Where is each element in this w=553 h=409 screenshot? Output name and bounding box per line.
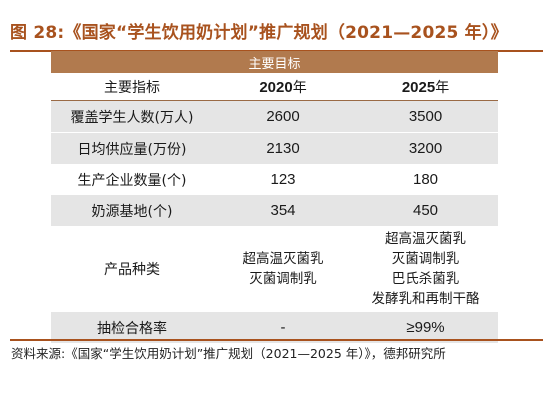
header-2025-num: 2025 — [401, 78, 436, 96]
header-2025: 2025年 — [353, 73, 499, 101]
table-row: 覆盖学生人数(万人) 2600 3500 — [51, 100, 499, 133]
table-row: 日均供应量(万份) 2130 3200 — [51, 132, 499, 164]
table-row: 抽检合格率 - ≥99% — [51, 312, 499, 343]
cell-2025: 超高温灭菌乳 灭菌调制乳 巴氏杀菌乳 发酵乳和再制干酪 — [353, 226, 498, 312]
title-divider — [10, 50, 543, 52]
figure-title: 图 28:《国家“学生饮用奶计划”推广规划（2021—2025 年）》 — [10, 23, 508, 43]
band-header: 主要目标 — [51, 51, 499, 73]
row-label: 抽检合格率 — [51, 312, 213, 343]
cell-2025: ≥99% — [353, 312, 499, 343]
product-item: 巴氏杀菌乳 — [391, 271, 460, 287]
cell-2020: 354 — [213, 195, 353, 226]
header-2020: 2020年 — [213, 73, 353, 101]
row-label: 覆盖学生人数(万人) — [51, 100, 213, 133]
header-2025-suffix: 年 — [435, 79, 450, 96]
header-indicator: 主要指标 — [51, 73, 213, 101]
product-item: 超高温灭菌乳 — [385, 231, 467, 247]
table-row: 生产企业数量(个) 123 180 — [51, 164, 498, 195]
cell-2025: 450 — [353, 195, 499, 226]
row-label: 奶源基地(个) — [51, 195, 213, 226]
table-row-product-types: 产品种类 超高温灭菌乳 灭菌调制乳 超高温灭菌乳 灭菌调制乳 巴氏杀菌乳 发酵乳… — [51, 226, 498, 312]
targets-table: 主要目标 主要指标 2020年 2025年 覆盖学生人数(万人) 2600 35… — [51, 51, 499, 343]
cell-2025: 3500 — [353, 100, 499, 133]
header-2020-suffix: 年 — [292, 79, 307, 96]
product-item: 超高温灭菌乳 — [242, 251, 324, 267]
header-2020-num: 2020 — [259, 78, 293, 96]
row-label: 日均供应量(万份) — [51, 132, 213, 164]
cell-2020: 123 — [270, 171, 296, 188]
cell-2020: 超高温灭菌乳 灭菌调制乳 — [213, 226, 353, 312]
cell-2020: 2600 — [213, 100, 353, 133]
product-item: 灭菌调制乳 — [391, 251, 460, 267]
cell-2020: - — [213, 312, 353, 343]
product-item: 灭菌调制乳 — [249, 271, 317, 287]
cell-2025: 180 — [413, 171, 439, 188]
cell-2025: 3200 — [353, 132, 499, 164]
row-label: 产品种类 — [104, 262, 160, 278]
cell-2020: 2130 — [213, 132, 353, 164]
source-note: 资料来源:《国家“学生饮用奶计划”推广规划（2021—2025 年）》，德邦研究… — [11, 346, 446, 361]
row-label: 生产企业数量(个) — [77, 172, 187, 189]
source-divider — [10, 339, 543, 341]
product-item: 发酵乳和再制干酪 — [371, 291, 480, 307]
table-row: 奶源基地(个) 354 450 — [51, 195, 499, 226]
